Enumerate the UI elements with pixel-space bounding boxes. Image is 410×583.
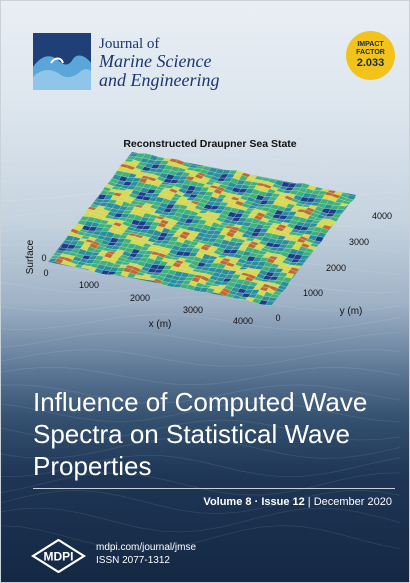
- ocean-line: [0, 454, 401, 478]
- y-tick-0: 0: [275, 313, 280, 323]
- mdpi-logo-text: MDPI: [44, 550, 74, 564]
- ocean-line: [0, 401, 401, 423]
- y-tick-3000: 3000: [349, 237, 369, 247]
- journal-logo: [33, 33, 91, 90]
- badge-line2: FACTOR: [356, 49, 385, 56]
- z-axis-label: Surface: [25, 239, 36, 274]
- chart-title: Reconstructed Draupner Sea State: [123, 138, 296, 150]
- ocean-line: [0, 313, 401, 331]
- ocean-line: [0, 366, 401, 386]
- article-title: Influence of Computed Wave Spectra on St…: [33, 386, 393, 482]
- article-title-line2: Spectra on Statistical Wave: [33, 419, 350, 449]
- impact-factor-badge: IMPACT FACTOR 2.033: [346, 31, 395, 80]
- ocean-line: [0, 437, 401, 459]
- journal-issn: ISSN 2077-1312: [96, 555, 170, 566]
- y-tick-2000: 2000: [326, 263, 346, 273]
- x-tick-3000: 3000: [183, 305, 203, 315]
- x-tick-2000: 2000: [130, 293, 150, 303]
- badge-line1: IMPACT: [357, 41, 384, 48]
- badge-value: 2.033: [356, 57, 385, 69]
- y-tick-1000: 1000: [303, 288, 323, 298]
- publisher-info: mdpi.com/journal/jmse ISSN 2077-1312: [96, 541, 196, 567]
- ocean-line: [0, 384, 401, 404]
- article-title-line3: Properties: [33, 451, 152, 481]
- journal-title: Journal of Marine Science and Engineerin…: [99, 36, 299, 90]
- x-tick-1000: 1000: [79, 280, 99, 290]
- z-tick-upper: 0: [41, 253, 46, 263]
- ocean-line: [0, 489, 401, 515]
- surface-cell: [265, 300, 275, 306]
- ocean-line: [0, 507, 401, 533]
- article-title-line1: Influence of Computed Wave: [33, 387, 368, 417]
- ocean-line: [0, 296, 401, 312]
- volume-number: Volume 8: [203, 496, 252, 508]
- issue-date: December 2020: [313, 496, 392, 508]
- surface-mesh: [47, 152, 357, 306]
- mdpi-logo: MDPI: [31, 539, 86, 573]
- wave-logo-icon: [33, 33, 91, 90]
- issue-info: Volume 8 · Issue 12 | December 2020: [203, 496, 392, 508]
- issue-divider: |: [307, 496, 311, 508]
- ocean-line: [0, 331, 401, 349]
- ocean-line: [0, 155, 401, 165]
- journal-title-line3: and Engineering: [99, 70, 220, 90]
- journal-title-line1: Journal of: [99, 36, 160, 52]
- ocean-line: [0, 349, 401, 367]
- ocean-line: [0, 419, 401, 441]
- issue-number: Issue 12: [261, 496, 305, 508]
- y-tick-4000: 4000: [372, 211, 392, 221]
- ocean-line: [0, 472, 401, 496]
- ocean-line: [0, 525, 401, 551]
- x-axis-label: x (m): [149, 319, 172, 330]
- journal-title-line2: Marine Science: [99, 51, 212, 71]
- divider-rule: [33, 488, 395, 489]
- journal-url[interactable]: mdpi.com/journal/jmse: [96, 542, 197, 553]
- z-tick-lower: 0: [43, 268, 48, 278]
- volume-dot: ·: [254, 496, 259, 508]
- x-tick-4000: 4000: [233, 316, 253, 326]
- y-axis-label: y (m): [340, 306, 363, 317]
